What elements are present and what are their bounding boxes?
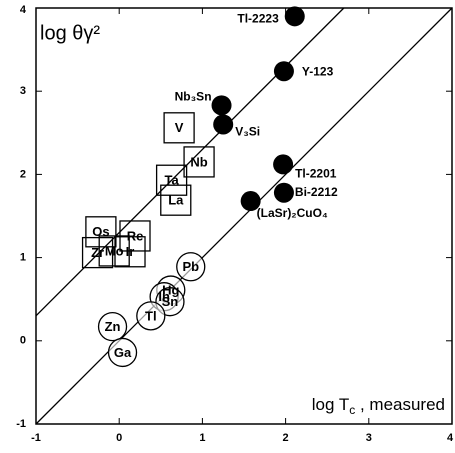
point-label: Zr [91,245,104,260]
point-label: Pb [182,259,199,274]
point-label: La [168,193,184,208]
y-tick-label: 2 [20,168,26,180]
x-tick-label: 3 [366,432,372,444]
x-axis-label: log Tc , measured [312,395,445,417]
point-label: V₃Si [235,125,260,139]
point-label: Ta [165,173,180,188]
point [273,154,294,175]
point-label: Tl-2223 [237,11,279,25]
point [97,312,128,342]
y-tick-label: 1 [20,252,26,264]
point-label: Ga [114,345,132,360]
point-label: Hg [162,282,179,297]
x-axis-label-part: , measured [355,395,445,414]
point-label: (LaSr)₂CuO₄ [257,206,328,220]
x-tick-label: -1 [31,432,41,444]
x-axis-label-part: log T [312,395,350,414]
point [176,252,206,282]
point [211,95,232,116]
plot-frame [35,7,453,425]
point-label: Sn [162,294,179,309]
point [183,146,215,178]
point-label: Y-123 [302,64,334,78]
y-tick-label: -1 [16,418,26,430]
x-tick-label: 1 [199,432,205,444]
point [107,337,138,368]
point-label: Re [127,228,144,243]
point [284,6,305,27]
x-tick-label: 4 [447,432,454,444]
point-label: Ir [126,244,135,259]
point-label: Zn [105,319,121,334]
y-axis-label: log θγ² [40,22,100,44]
point [114,236,146,268]
point-label: Tl-2201 [295,167,337,181]
y-tick-label: 4 [20,4,27,16]
point [160,184,192,216]
point [163,112,195,144]
point-label: Tl [145,308,157,323]
point-label: Mo [105,243,124,258]
point [240,191,261,212]
point [85,216,117,248]
point [273,61,294,82]
point [273,182,294,203]
point-label: Nb₃Sn [175,90,212,104]
point-label: V [175,120,184,135]
point [98,235,130,267]
point-label: Os [92,224,109,239]
point [155,164,188,196]
plot [35,6,453,425]
reference-line [35,7,453,425]
point [81,236,114,269]
point-label: Bi-2212 [295,185,338,199]
point-label: In [158,289,170,304]
point-label: Nb [190,154,207,169]
x-tick-label: 2 [283,432,289,444]
y-tick-label: 0 [20,335,26,347]
x-axis-label-part: c [349,403,355,417]
x-tick-label: 0 [116,432,122,444]
point [213,114,234,135]
point [136,301,166,331]
reference-line [35,7,345,317]
y-tick-label: 3 [20,85,26,97]
